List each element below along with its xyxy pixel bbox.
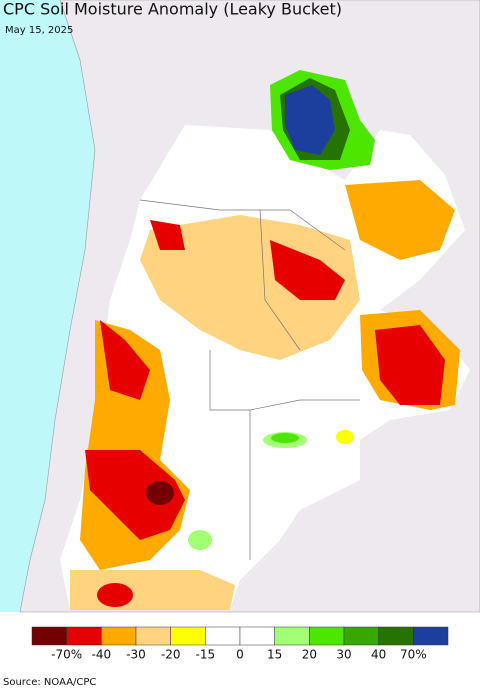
legend-label: 0 <box>236 648 244 662</box>
legend-label: 70% <box>400 648 427 662</box>
legend-swatch <box>66 626 102 646</box>
legend: -70% -40 -30 -20 -15 0 15 20 30 40 70% <box>31 626 449 662</box>
legend-label: 15 <box>267 648 282 662</box>
legend-swatch <box>205 626 241 646</box>
dry-area <box>336 430 354 444</box>
legend-label: -40 <box>92 648 112 662</box>
source: Source: NOAA/CPC <box>3 677 96 688</box>
legend-swatch <box>135 626 171 646</box>
dry-area <box>70 570 235 610</box>
legend-swatch <box>31 626 67 646</box>
wet-area <box>188 530 212 550</box>
legend-swatch <box>309 626 345 646</box>
legend-swatch <box>170 626 206 646</box>
very-wet-area <box>285 85 335 155</box>
legend-label: -30 <box>126 648 146 662</box>
very-dry-area <box>375 325 445 405</box>
very-dry-area <box>150 220 185 250</box>
legend-swatch <box>239 626 275 646</box>
map <box>0 0 480 613</box>
legend-label: 30 <box>336 648 351 662</box>
legend-swatch <box>101 626 137 646</box>
legend-label: -70% <box>51 648 82 662</box>
legend-label: -20 <box>161 648 181 662</box>
very-dry-area <box>270 240 345 300</box>
wet-area <box>271 433 299 443</box>
borders <box>139 199 360 560</box>
very-dry-area <box>85 450 185 540</box>
legend-swatch <box>274 626 310 646</box>
legend-swatch <box>413 626 449 646</box>
legend-swatch <box>378 626 414 646</box>
legend-label: 20 <box>302 648 317 662</box>
very-dry-area <box>97 583 133 607</box>
dry-area <box>345 180 455 260</box>
dry-area <box>140 215 360 360</box>
date: May 15, 2025 <box>5 25 73 36</box>
legend-swatch <box>343 626 379 646</box>
legend-label: 40 <box>371 648 386 662</box>
extreme-dry-area <box>146 481 174 505</box>
legend-label: -15 <box>196 648 216 662</box>
title: CPC Soil Moisture Anomaly (Leaky Bucket) <box>3 0 342 19</box>
very-dry-area <box>100 320 150 400</box>
